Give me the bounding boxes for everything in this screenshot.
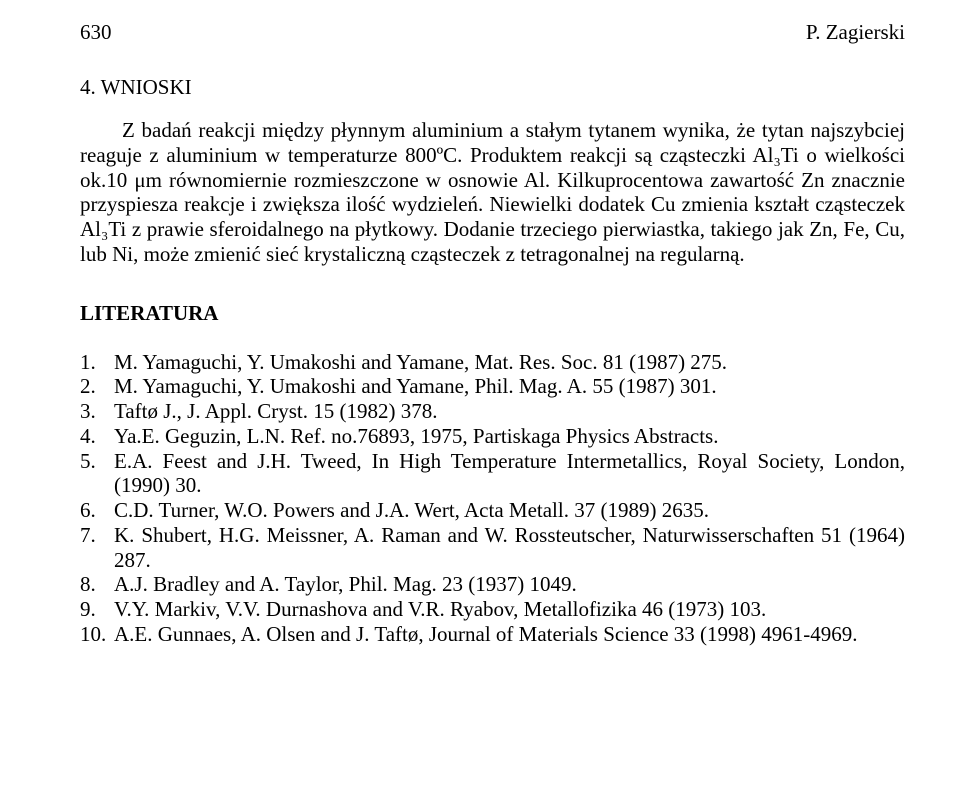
reference-item: 2. M. Yamaguchi, Y. Umakoshi and Yamane,… (80, 374, 905, 399)
conclusions-paragraph: Z badań reakcji między płynnym aluminium… (80, 118, 905, 267)
reference-item: 3. Taftø J., J. Appl. Cryst. 15 (1982) 3… (80, 399, 905, 424)
reference-list: 1. M. Yamaguchi, Y. Umakoshi and Yamane,… (80, 350, 905, 647)
reference-item: 4. Ya.E. Geguzin, L.N. Ref. no.76893, 19… (80, 424, 905, 449)
reference-item: 6. C.D. Turner, W.O. Powers and J.A. Wer… (80, 498, 905, 523)
reference-text: A.J. Bradley and A. Taylor, Phil. Mag. 2… (110, 572, 905, 597)
reference-text: C.D. Turner, W.O. Powers and J.A. Wert, … (110, 498, 905, 523)
reference-text: M. Yamaguchi, Y. Umakoshi and Yamane, Ph… (110, 374, 905, 399)
reference-number: 3. (80, 399, 110, 424)
reference-item: 8. A.J. Bradley and A. Taylor, Phil. Mag… (80, 572, 905, 597)
reference-number: 4. (80, 424, 110, 449)
reference-number: 5. (80, 449, 110, 499)
reference-text: E.A. Feest and J.H. Tweed, In High Tempe… (110, 449, 905, 499)
reference-number: 7. (80, 523, 110, 573)
page-header: 630 P. Zagierski (80, 20, 905, 45)
reference-text: A.E. Gunnaes, A. Olsen and J. Taftø, Jou… (110, 622, 905, 647)
header-author: P. Zagierski (806, 20, 905, 45)
section-heading: 4. WNIOSKI (80, 75, 905, 100)
reference-number: 8. (80, 572, 110, 597)
reference-number: 2. (80, 374, 110, 399)
literature-heading: LITERATURA (80, 301, 905, 326)
reference-text: V.Y. Markiv, V.V. Durnashova and V.R. Ry… (110, 597, 905, 622)
reference-number: 10. (80, 622, 110, 647)
reference-text: Taftø J., J. Appl. Cryst. 15 (1982) 378. (110, 399, 905, 424)
document-page: 630 P. Zagierski 4. WNIOSKI Z badań reak… (0, 0, 960, 677)
reference-number: 1. (80, 350, 110, 375)
reference-item: 7. K. Shubert, H.G. Meissner, A. Raman a… (80, 523, 905, 573)
page-number: 630 (80, 20, 112, 45)
reference-item: 5. E.A. Feest and J.H. Tweed, In High Te… (80, 449, 905, 499)
reference-item: 10. A.E. Gunnaes, A. Olsen and J. Taftø,… (80, 622, 905, 647)
reference-item: 9. V.Y. Markiv, V.V. Durnashova and V.R.… (80, 597, 905, 622)
reference-number: 6. (80, 498, 110, 523)
reference-number: 9. (80, 597, 110, 622)
reference-text: Ya.E. Geguzin, L.N. Ref. no.76893, 1975,… (110, 424, 905, 449)
reference-text: M. Yamaguchi, Y. Umakoshi and Yamane, Ma… (110, 350, 905, 375)
reference-text: K. Shubert, H.G. Meissner, A. Raman and … (110, 523, 905, 573)
reference-item: 1. M. Yamaguchi, Y. Umakoshi and Yamane,… (80, 350, 905, 375)
